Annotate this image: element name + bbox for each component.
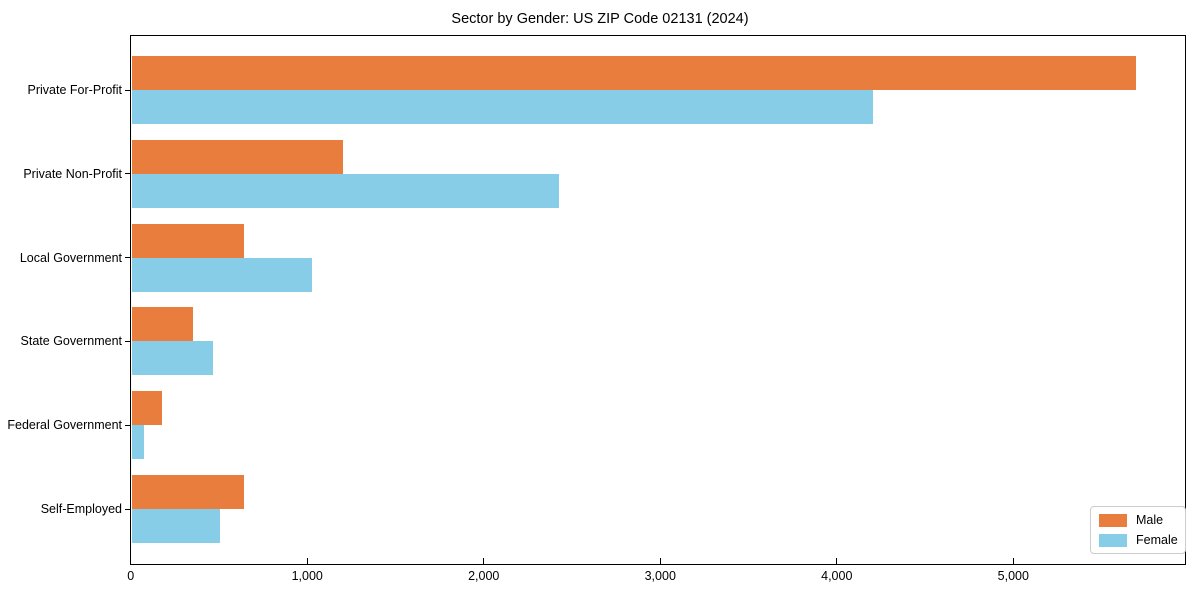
x-tick-label-1000: 1,000: [291, 569, 323, 583]
bar-female-local-government: [131, 257, 312, 292]
x-tick-label-5000: 5,000: [997, 569, 1029, 583]
y-tick-private-non-profit: [125, 173, 130, 175]
bar-male-self-employed: [131, 475, 245, 509]
y-tick-federal-government: [125, 424, 130, 426]
y-tick-self-employed: [125, 508, 130, 510]
y-tick-label-state-government: State Government: [20, 334, 122, 349]
y-tick-label-private-for-profit: Private For-Profit: [27, 83, 122, 97]
legend-item-female: Female: [1099, 533, 1185, 547]
legend: Male Female: [1090, 506, 1186, 554]
chart-title: Sector by Gender: US ZIP Code 02131 (202…: [451, 11, 749, 27]
legend-swatch-female: [1099, 533, 1127, 547]
bar-female-private-for-profit: [131, 90, 873, 124]
y-tick-label-local-government: Local Government: [19, 250, 122, 265]
bar-female-private-non-profit: [131, 173, 559, 208]
bar-male-private-non-profit: [131, 139, 344, 174]
bar-male-private-for-profit: [131, 56, 1136, 90]
y-tick-private-for-profit: [125, 89, 130, 91]
x-tick-label-4000: 4,000: [821, 569, 853, 583]
x-tick-4000: [836, 557, 838, 564]
y-tick-state-government: [125, 340, 130, 343]
x-tick-label-3000: 3,000: [644, 569, 676, 583]
y-tick-label-private-non-profit: Private Non-Profit: [23, 166, 122, 181]
x-tick-2000: [483, 557, 485, 564]
bar-female-state-government: [131, 341, 213, 376]
x-tick-label-2000: 2,000: [468, 569, 500, 583]
bar-female-federal-government: [131, 425, 144, 460]
bar-female-self-employed: [131, 509, 220, 543]
legend-item-male: Male: [1099, 513, 1185, 527]
bar-male-local-government: [131, 223, 245, 258]
x-tick-label-0: 0: [127, 569, 135, 583]
y-tick-local-government: [125, 257, 130, 259]
bar-male-state-government: [131, 307, 194, 342]
legend-swatch-male: [1099, 513, 1127, 527]
y-tick-label-federal-government: Federal Government: [7, 418, 122, 433]
legend-label-female: Female: [1136, 533, 1178, 547]
x-tick-3000: [659, 557, 661, 564]
y-tick-label-self-employed: Self-Employed: [40, 502, 122, 516]
bar-male-federal-government: [131, 391, 162, 426]
x-tick-5000: [1012, 557, 1014, 564]
legend-label-male: Male: [1136, 513, 1164, 527]
x-tick-1000: [306, 557, 308, 564]
